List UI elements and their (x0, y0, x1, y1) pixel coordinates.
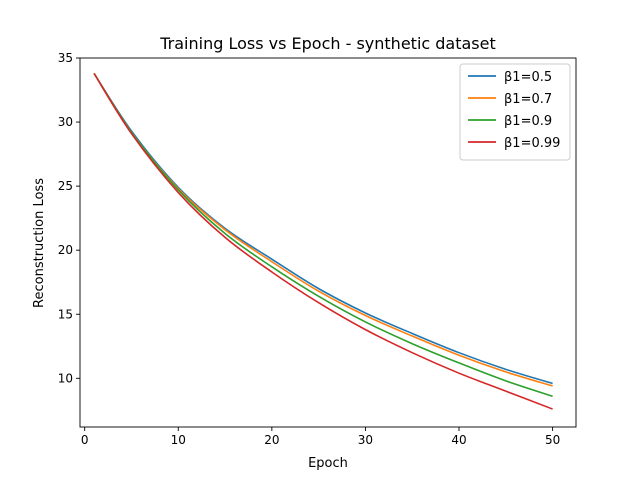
x-axis-label: Epoch (308, 456, 348, 471)
series-line-1 (93, 72, 553, 385)
chart-title: Training Loss vs Epoch - synthetic datas… (159, 34, 496, 53)
legend-label-2: β1=0.7 (504, 92, 552, 107)
legend-label-3: β1=0.9 (504, 114, 552, 129)
y-tick-label: 20 (58, 243, 73, 257)
plot-area: 0 10 20 30 40 50 10 15 20 25 30 35 β1=0.5 β1=0.7 β1=0.… (58, 51, 577, 447)
x-tick-label: 30 (358, 433, 373, 447)
x-tick-label: 0 (81, 433, 89, 447)
y-tick-label: 30 (58, 115, 73, 129)
x-tick-label: 20 (264, 433, 279, 447)
y-tick-label: 15 (58, 307, 73, 321)
x-tick-label: 10 (171, 433, 186, 447)
series-line-4 (93, 72, 553, 410)
x-tick-label: 40 (451, 433, 466, 447)
legend-label-4: β1=0.99 (504, 136, 560, 151)
y-tick-label: 25 (58, 179, 73, 193)
y-tick-label: 10 (58, 371, 73, 385)
y-axis-label: Reconstruction Loss (32, 178, 47, 308)
legend-label-1: β1=0.5 (504, 70, 552, 85)
x-tick-label: 50 (545, 433, 560, 447)
axes-frame (79, 57, 577, 428)
y-tick-label: 35 (58, 51, 73, 65)
series-line-3 (93, 72, 553, 398)
legend-box (459, 63, 571, 161)
